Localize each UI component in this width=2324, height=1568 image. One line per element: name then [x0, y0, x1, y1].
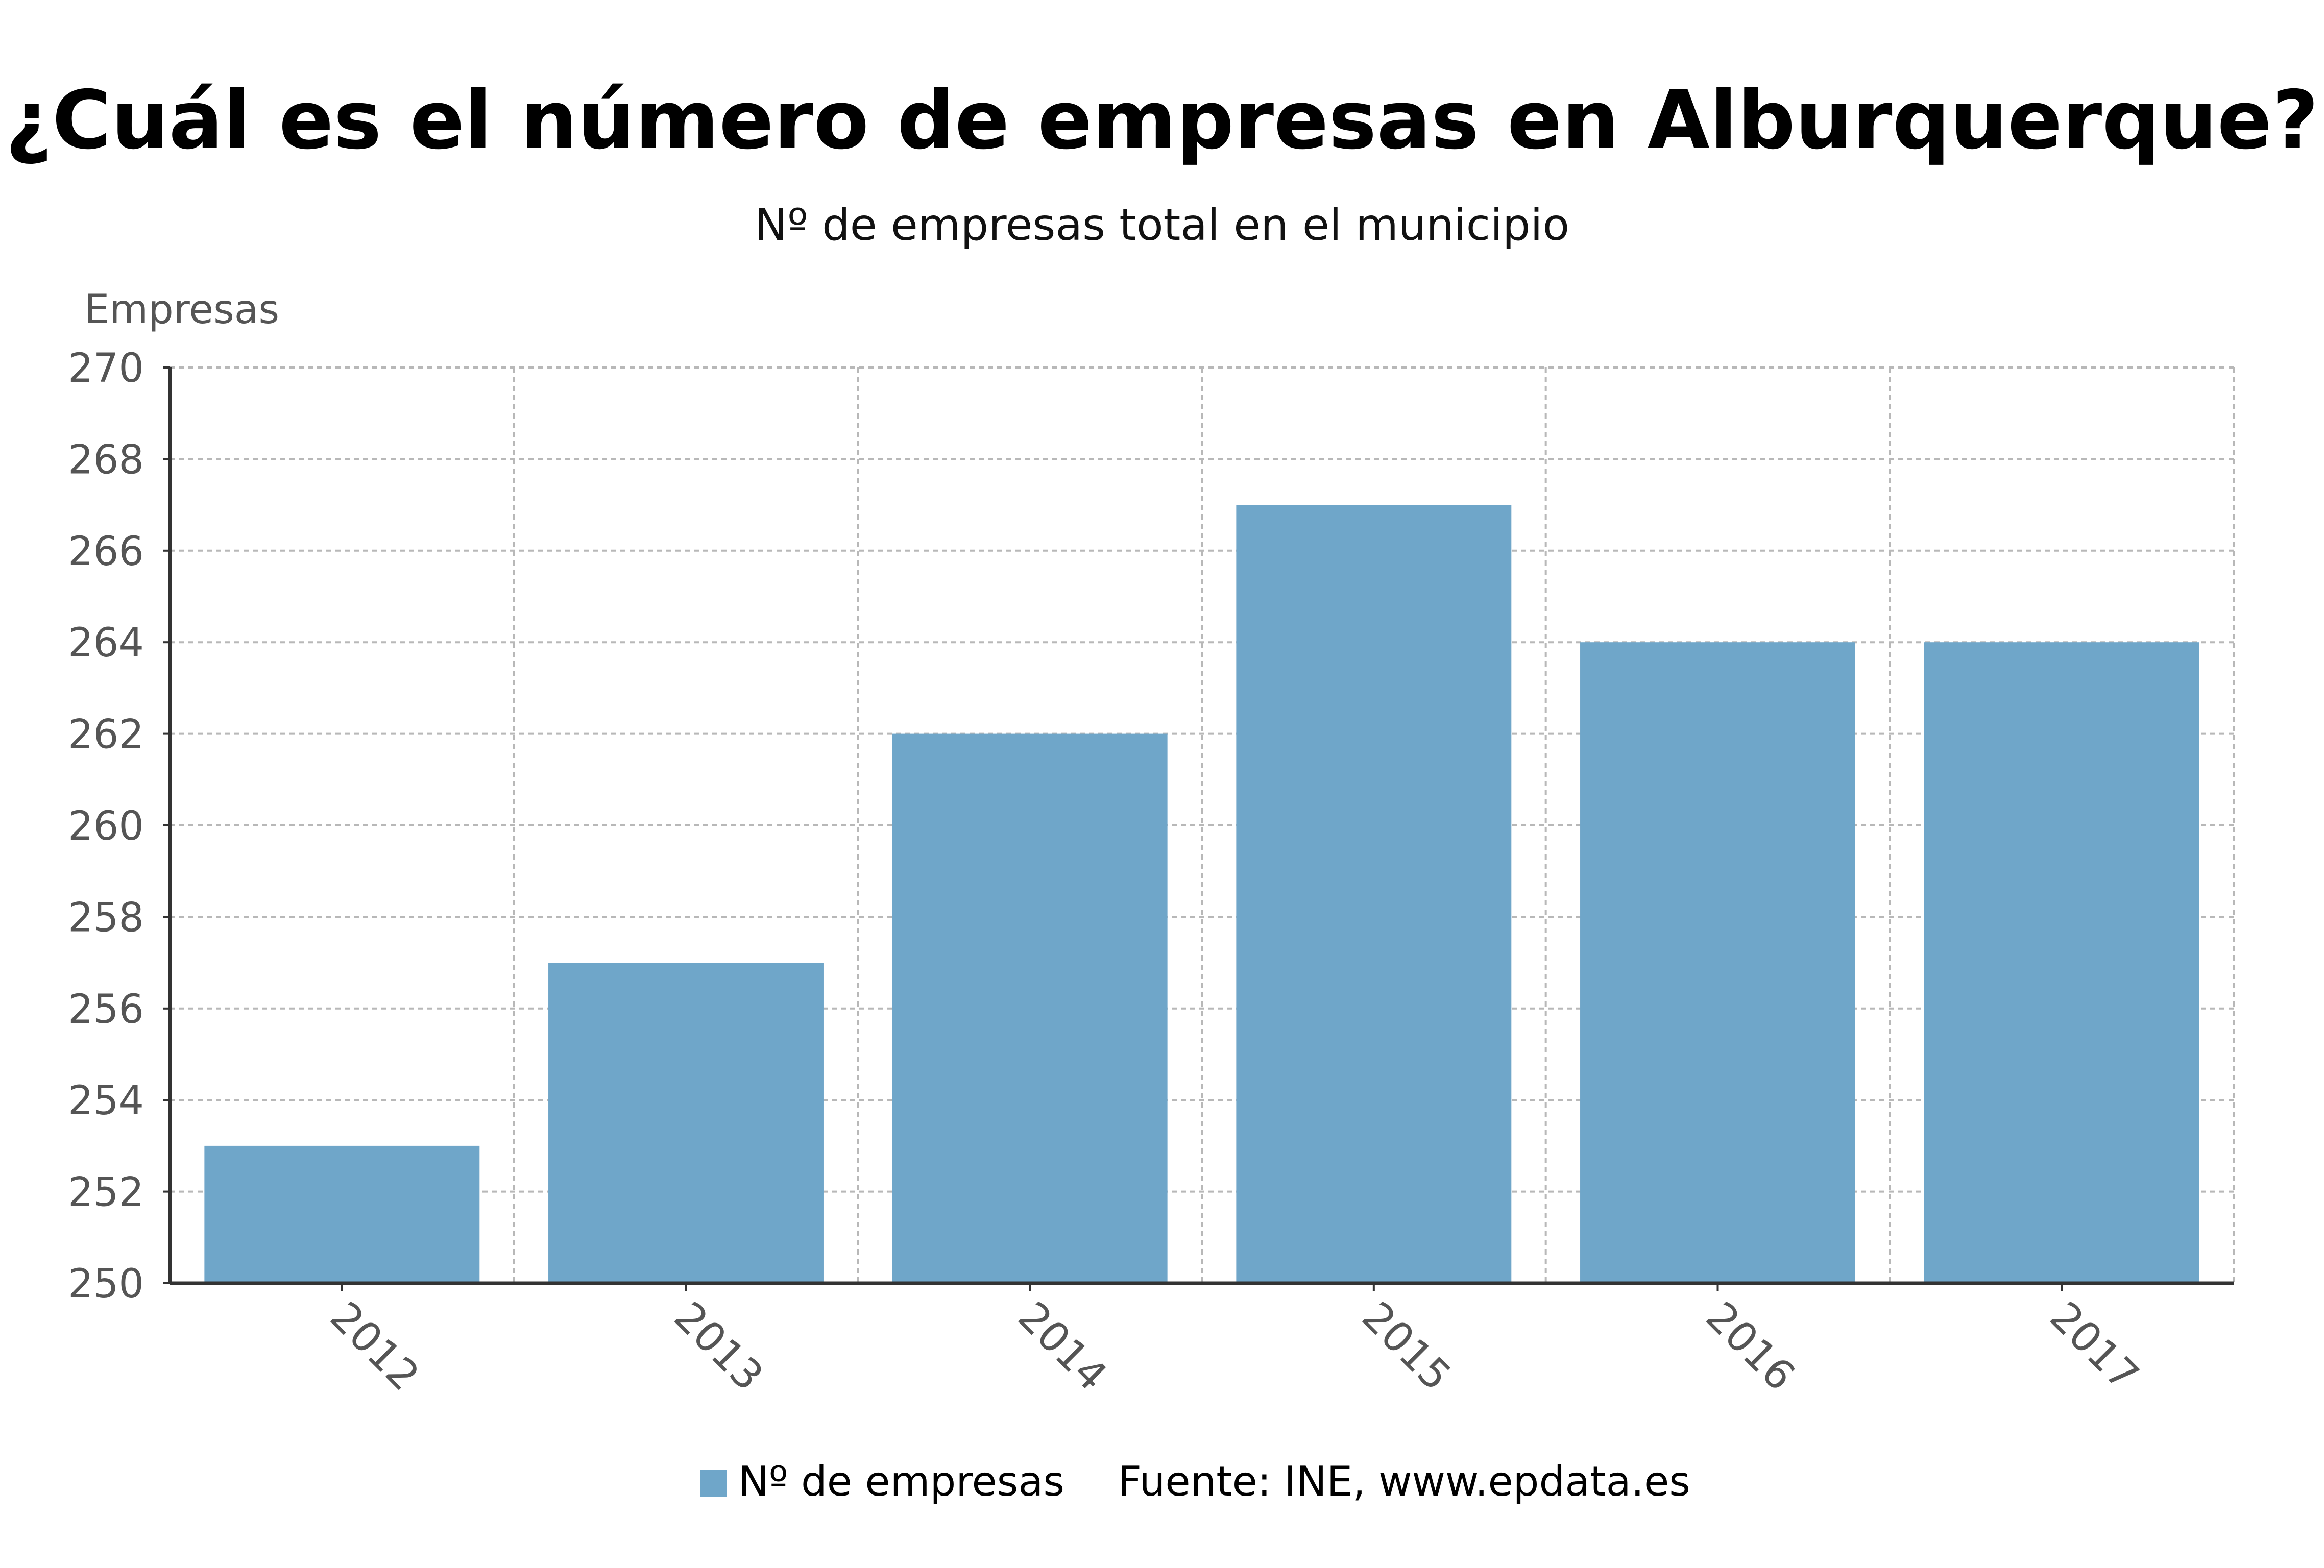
- y-tick-label-254: 254: [68, 1078, 144, 1124]
- y-axis-label: Empresas: [84, 287, 279, 333]
- y-tick-label-258: 258: [68, 895, 144, 941]
- legend: Nº de empresas Fuente: INE, www.epdata.e…: [700, 1458, 1690, 1505]
- y-tick-label-268: 268: [68, 437, 144, 483]
- bar-2015: [1236, 505, 1512, 1283]
- bar-2016: [1580, 642, 1855, 1283]
- y-tick-label-266: 266: [68, 529, 144, 575]
- bar-2017: [1924, 642, 2199, 1283]
- bar-2014: [892, 733, 1168, 1283]
- y-axis-ticks: 250 252 254 256 258 260 262 264 266 268 270: [68, 346, 170, 1307]
- source-label: Fuente: INE, www.epdata.es: [1118, 1458, 1690, 1505]
- y-tick-label-256: 256: [68, 987, 144, 1033]
- y-tick-label-260: 260: [68, 803, 144, 849]
- y-tick-label-270: 270: [68, 346, 144, 391]
- legend-swatch: [700, 1470, 727, 1497]
- chart-subtitle: Nº de empresas total en el municipio: [755, 200, 1569, 251]
- y-tick-label-262: 262: [68, 712, 144, 758]
- chart-title: ¿Cuál es el número de empresas en Alburq…: [5, 74, 2318, 167]
- bar-2012: [204, 1145, 480, 1283]
- legend-label: Nº de empresas: [738, 1458, 1064, 1505]
- grid-lines: [170, 366, 2235, 1283]
- y-tick-label-264: 264: [68, 620, 144, 666]
- bars: [204, 505, 2199, 1283]
- y-tick-label-252: 252: [68, 1170, 144, 1216]
- y-tick-label-250: 250: [68, 1261, 144, 1307]
- bar-2013: [548, 963, 824, 1283]
